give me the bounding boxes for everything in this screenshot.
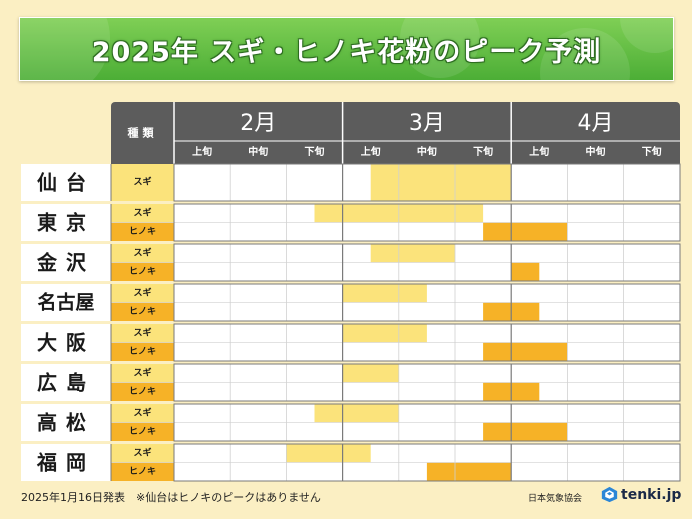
type-label: スギ [133,366,151,378]
peak-bar [483,422,568,441]
type-label: スギ [133,206,151,218]
month-label: 4月 [578,111,614,136]
grid-row-border [173,243,681,282]
city-name: 金沢 [36,251,95,275]
type-cell [111,284,174,303]
grid-row-border [173,403,681,442]
type-label: スギ [133,406,151,418]
type-label: ヒノキ [129,466,156,477]
city-cell [21,404,111,441]
tenki-logo-icon [601,486,618,503]
type-cell [111,302,174,321]
period-label: 下旬 [305,145,325,158]
city-name: 高松 [37,411,95,435]
type-cell [111,164,174,201]
type-column-header: 種類 [128,126,158,140]
city-name: 仙台 [37,171,95,195]
month-label: 3月 [409,111,445,136]
grid-row-border [173,203,681,242]
type-label: ヒノキ [129,306,156,317]
type-label: ヒノキ [129,346,156,357]
city-name: 広島 [37,371,95,395]
type-label: スギ [133,326,151,338]
city-name: 大阪 [37,331,95,355]
table-subheader [111,141,680,164]
announcement-date: 2025年1月16日発表 [21,491,125,504]
city-name: 福岡 [36,451,95,475]
peak-bar [286,444,371,463]
type-label: スギ [133,446,151,458]
type-cell [111,324,174,343]
city-cell [21,324,111,361]
period-label: 中旬 [417,145,437,158]
grid-row-border [173,443,681,482]
peak-bar [314,404,399,423]
peak-bar [370,244,455,263]
city-cell [21,204,111,241]
type-cell [111,422,174,441]
period-label: 上旬 [361,145,381,158]
type-label: ヒノキ [129,226,156,237]
city-cell [21,244,111,281]
city-name: 東京 [37,211,95,235]
type-cell [111,222,174,241]
type-cell [111,342,174,361]
peak-bar [370,164,512,201]
type-cell [111,444,174,463]
type-label: ヒノキ [129,426,156,437]
period-label: 中旬 [586,145,606,158]
type-label: スギ [133,246,151,258]
city-cell [21,164,111,201]
period-label: 上旬 [192,145,212,158]
peak-bar [342,324,427,343]
grid-row-border [173,363,681,402]
page-title: 2025年 スギ・ヒノキ花粉のピーク予測 [91,36,602,68]
type-label: ヒノキ [129,386,156,397]
type-label: スギ [133,286,151,298]
type-cell [111,244,174,263]
city-cell [21,364,111,401]
type-cell [111,462,174,481]
peak-bar [483,342,568,361]
type-label: スギ [133,176,151,188]
tenki-logo: tenki.jp [601,486,681,503]
type-cell [111,382,174,401]
type-cell [111,404,174,423]
peak-bar [342,364,399,383]
footnote: ※仙台はヒノキのピークはありません [136,491,321,504]
period-label: 下旬 [473,145,493,158]
period-label: 中旬 [248,145,268,158]
period-label: 下旬 [642,145,662,158]
tenki-logo-label: tenki.jp [621,486,682,503]
peak-bar [426,462,512,481]
period-label: 上旬 [529,145,549,158]
type-label: ヒノキ [129,266,156,277]
city-cell [21,444,111,481]
peak-bar [483,222,568,241]
jma-credit: 日本気象協会 [528,494,583,504]
grid-row-border [173,163,681,202]
peak-bar [342,284,427,303]
type-cell [111,204,174,223]
grid-row-border [173,283,681,322]
grid-row-border [173,323,681,362]
city-cell [21,284,111,321]
type-cell [111,262,174,281]
city-name: 名古屋 [37,291,94,314]
month-label: 2月 [240,111,276,136]
peak-bar [511,262,540,281]
title-banner: 2025年 スギ・ヒノキ花粉のピーク予測 [19,17,674,81]
type-cell [111,364,174,383]
